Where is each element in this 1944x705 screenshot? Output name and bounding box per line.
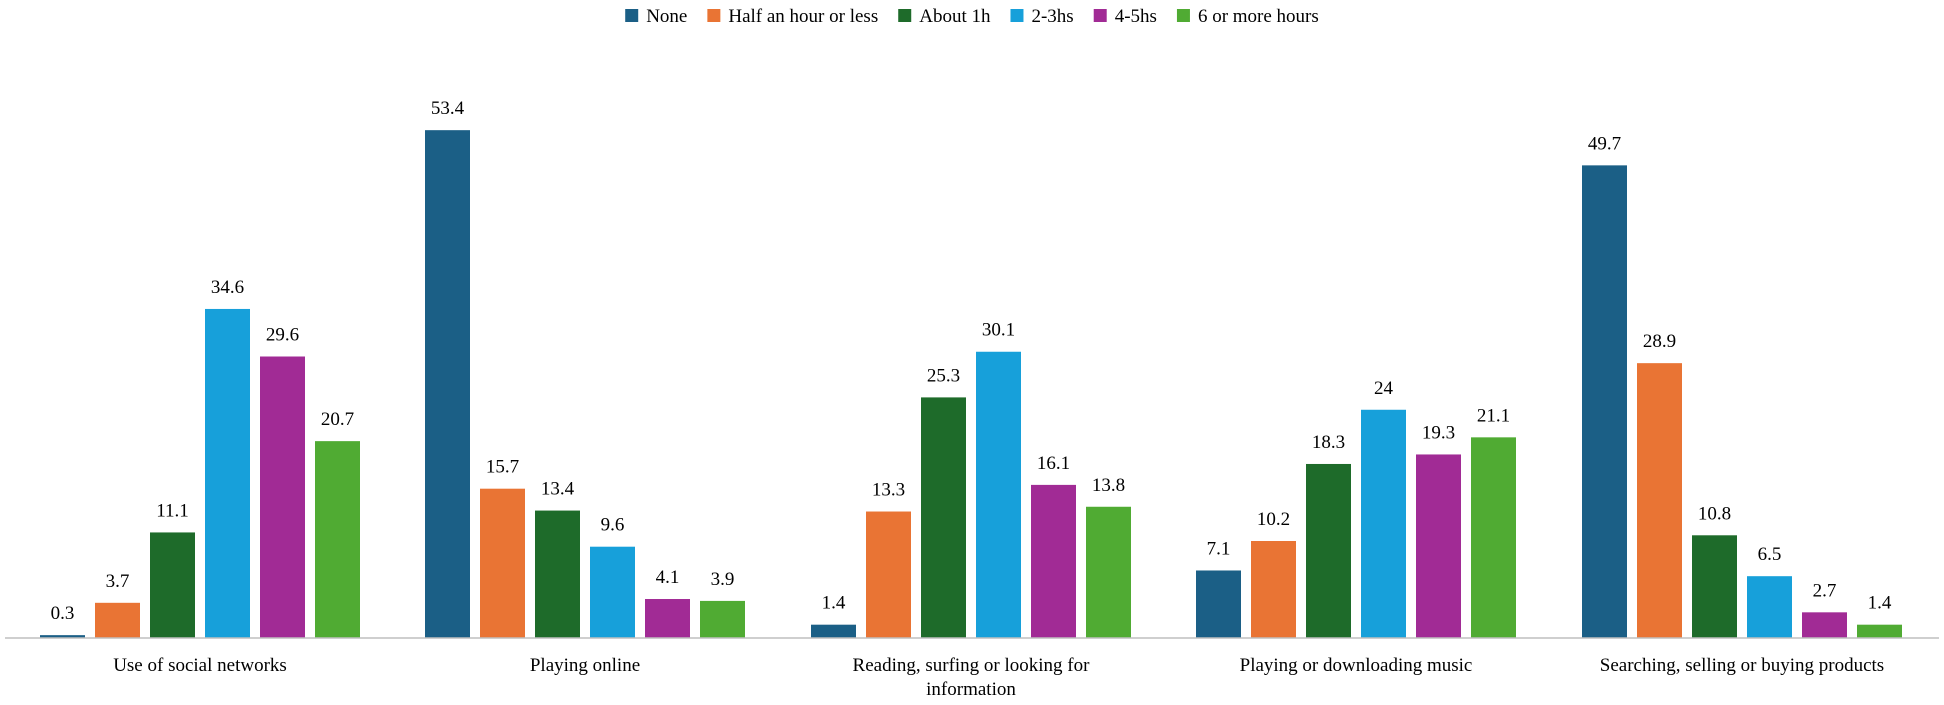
- value-label: 20.7: [321, 409, 354, 430]
- bar-6-or-more-hours-reading-surfing-or-looking-for-information: [1086, 506, 1131, 638]
- value-label: 29.6: [266, 325, 299, 346]
- value-label: 13.3: [872, 480, 905, 501]
- bar-6-or-more-hours-playing-or-downloading-music: [1471, 437, 1516, 638]
- legend-label-6-or-more-hours: 6 or more hours: [1198, 6, 1319, 27]
- chart-bars: [40, 130, 1902, 638]
- value-label: 34.6: [211, 277, 244, 298]
- legend-swatch-about-1h: [898, 9, 912, 22]
- chart-legend: None Half an hour or less About 1h 2-3hs 4-5…: [625, 6, 1319, 27]
- bar-about-1h-playing-or-downloading-music: [1306, 463, 1351, 638]
- bar-about-1h-use-of-social-networks: [150, 532, 195, 638]
- value-label: 3.9: [711, 569, 735, 590]
- legend-swatch-6-or-more-hours: [1176, 9, 1190, 22]
- value-label: 11.1: [156, 500, 189, 521]
- value-label: 7.1: [1207, 538, 1231, 559]
- legend-label-2-3hs: 2-3hs: [1031, 6, 1073, 27]
- value-label: 3.7: [106, 571, 130, 592]
- bar-none-use-of-social-networks: [40, 635, 85, 638]
- bar-half-an-hour-or-less-searching-selling-or-buying-products: [1637, 363, 1682, 638]
- value-label: 28.9: [1643, 331, 1676, 352]
- value-label: 25.3: [927, 365, 960, 386]
- category-label: Reading, surfing or looking for: [853, 655, 1091, 676]
- bar-6-or-more-hours-searching-selling-or-buying-products: [1857, 624, 1902, 638]
- bar-2-3hs-searching-selling-or-buying-products: [1747, 576, 1792, 638]
- bar-none-playing-or-downloading-music: [1196, 570, 1241, 638]
- bar-4-5hs-playing-or-downloading-music: [1416, 454, 1461, 638]
- bar-2-3hs-use-of-social-networks: [205, 308, 250, 638]
- value-label: 1.4: [1868, 593, 1892, 614]
- value-label: 30.1: [982, 320, 1015, 341]
- legend-swatch-none: [625, 9, 639, 22]
- bar-half-an-hour-or-less-playing-online: [480, 488, 525, 638]
- bar-half-an-hour-or-less-reading-surfing-or-looking-for-information: [866, 511, 911, 638]
- value-label: 9.6: [601, 515, 625, 536]
- value-label: 24: [1374, 378, 1394, 399]
- category-label: information: [926, 679, 1016, 700]
- bar-4-5hs-playing-online: [645, 599, 690, 638]
- value-label: 0.3: [51, 603, 75, 624]
- bar-4-5hs-use-of-social-networks: [260, 356, 305, 638]
- bar-about-1h-searching-selling-or-buying-products: [1692, 535, 1737, 638]
- legend-label-4-5hs: 4-5hs: [1115, 6, 1157, 27]
- chart-value-labels: 0.3 53.4 1.4 7.1 49.7 3.7 15.7 13.3 10.2 28.9 11.1…: [51, 98, 1892, 624]
- value-label: 15.7: [486, 457, 519, 478]
- legend-label-about-1h: About 1h: [919, 6, 991, 27]
- value-label: 6.5: [1758, 544, 1782, 565]
- value-label: 13.8: [1092, 475, 1125, 496]
- value-label: 53.4: [431, 98, 465, 119]
- x-axis-category-labels: Use of social networks Playing online Read…: [113, 655, 1884, 700]
- bar-half-an-hour-or-less-use-of-social-networks: [95, 602, 140, 638]
- bar-2-3hs-reading-surfing-or-looking-for-information: [976, 351, 1021, 638]
- bar-about-1h-reading-surfing-or-looking-for-information: [921, 397, 966, 638]
- legend-label-none: None: [646, 6, 687, 27]
- legend-swatch-4-5hs: [1093, 9, 1107, 22]
- bar-6-or-more-hours-use-of-social-networks: [315, 441, 360, 638]
- bar-none-playing-online: [425, 130, 470, 638]
- value-label: 49.7: [1588, 133, 1621, 154]
- value-label: 4.1: [656, 567, 680, 588]
- value-label: 18.3: [1312, 432, 1345, 453]
- bar-4-5hs-searching-selling-or-buying-products: [1802, 612, 1847, 638]
- bar-4-5hs-reading-surfing-or-looking-for-information: [1031, 484, 1076, 638]
- category-label: Playing online: [530, 655, 640, 676]
- value-label: 2.7: [1813, 580, 1837, 601]
- legend-label-half-an-hour-or-less: Half an hour or less: [728, 6, 878, 27]
- value-label: 10.2: [1257, 509, 1290, 530]
- bar-2-3hs-playing-or-downloading-music: [1361, 409, 1406, 638]
- value-label: 13.4: [541, 479, 575, 500]
- value-label: 1.4: [822, 593, 846, 614]
- bar-about-1h-playing-online: [535, 510, 580, 638]
- bar-half-an-hour-or-less-playing-or-downloading-music: [1251, 540, 1296, 638]
- value-label: 10.8: [1698, 503, 1731, 524]
- bar-none-searching-selling-or-buying-products: [1582, 165, 1627, 638]
- category-label: Use of social networks: [113, 655, 287, 676]
- value-label: 21.1: [1477, 405, 1510, 426]
- legend-swatch-2-3hs: [1010, 9, 1024, 22]
- category-label: Searching, selling or buying products: [1600, 655, 1884, 676]
- category-label: Playing or downloading music: [1240, 655, 1473, 676]
- bar-6-or-more-hours-playing-online: [700, 600, 745, 638]
- legend-swatch-half-an-hour-or-less: [707, 9, 721, 22]
- value-label: 16.1: [1037, 453, 1070, 474]
- bar-none-reading-surfing-or-looking-for-information: [811, 624, 856, 638]
- value-label: 19.3: [1422, 422, 1455, 443]
- bar-2-3hs-playing-online: [590, 546, 635, 638]
